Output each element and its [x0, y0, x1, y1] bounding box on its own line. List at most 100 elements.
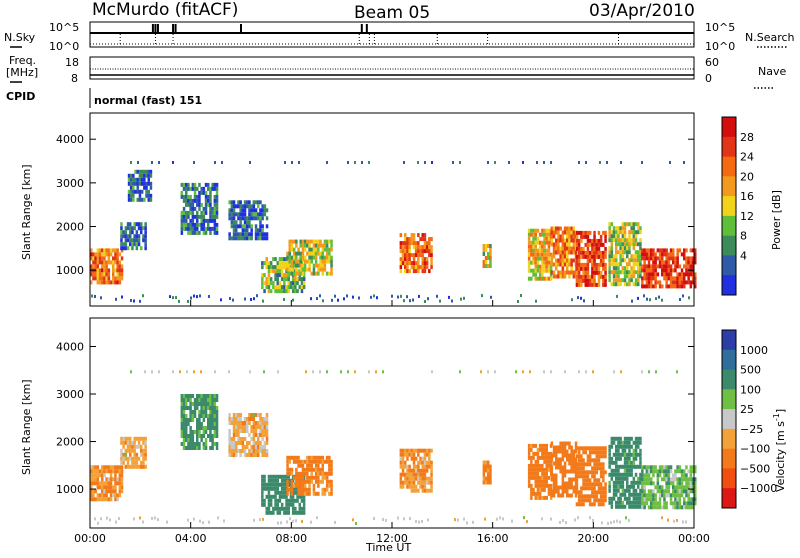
- echo-cell: [235, 449, 238, 453]
- echo-cell: [680, 481, 684, 486]
- echo-cell: [617, 238, 620, 243]
- echo-cell: [667, 268, 671, 273]
- scatter-cell: [571, 298, 573, 302]
- echo-cell: [555, 238, 558, 243]
- echo-cell: [135, 460, 139, 465]
- echo-cell: [209, 434, 212, 438]
- echo-cell: [207, 426, 210, 430]
- echo-cell: [228, 441, 231, 445]
- scatter-cell: [277, 521, 279, 525]
- echo-cell: [317, 239, 320, 244]
- echo-cell: [591, 450, 594, 455]
- echo-cell: [92, 497, 95, 502]
- echo-cell: [232, 449, 236, 453]
- echo-cell: [561, 449, 565, 454]
- echo-cell: [685, 505, 688, 510]
- echo-cell: [577, 470, 581, 475]
- echo-cell: [428, 241, 431, 246]
- echo-cell: [645, 276, 649, 281]
- echo-cell: [538, 491, 542, 496]
- colorbar-segment: [722, 409, 736, 430]
- echo-cell: [182, 182, 186, 187]
- echo-cell: [623, 456, 627, 461]
- echo-cell: [534, 479, 537, 484]
- echo-cell: [568, 258, 571, 263]
- echo-cell: [632, 246, 636, 251]
- echo-cell: [669, 264, 673, 269]
- echo-cell: [116, 280, 119, 285]
- echo-cell: [276, 273, 279, 278]
- echo-cell: [610, 500, 614, 505]
- echo-cell: [588, 282, 592, 287]
- echo-cell: [272, 269, 275, 274]
- echo-cell: [615, 444, 618, 449]
- echo-cell: [299, 483, 302, 488]
- echo-cell: [582, 278, 585, 283]
- echo-cell: [295, 255, 298, 260]
- echo-cell: [109, 481, 113, 486]
- echo-cell: [330, 243, 333, 248]
- echo-cell: [211, 446, 214, 450]
- echo-cell: [628, 504, 631, 509]
- echo-cell: [237, 413, 240, 417]
- echo-cell: [545, 459, 548, 464]
- scatter-cell: [337, 298, 339, 302]
- echo-cell: [114, 276, 117, 281]
- echo-cell: [237, 232, 240, 237]
- echo-cell: [650, 501, 653, 506]
- echo-cell: [575, 282, 579, 287]
- echo-cell: [597, 246, 601, 251]
- echo-cell: [637, 444, 640, 449]
- echo-cell: [680, 477, 684, 482]
- echo-cell: [608, 254, 611, 259]
- echo-cell: [532, 260, 535, 265]
- echo-cell: [254, 449, 258, 453]
- echo-cell: [665, 252, 668, 257]
- echo-cell: [246, 200, 249, 205]
- echo-cell: [536, 491, 540, 496]
- echo-cell: [559, 465, 562, 470]
- echo-cell: [406, 249, 409, 254]
- echo-cell: [591, 270, 594, 275]
- echo-cell: [619, 452, 622, 457]
- echo-cell: [425, 476, 429, 481]
- scatter-cell: [343, 297, 345, 301]
- echo-cell: [691, 485, 695, 490]
- echo-cell: [543, 256, 546, 261]
- echo-cell: [114, 268, 117, 273]
- echo-cell: [297, 459, 300, 464]
- echo-cell: [637, 242, 640, 247]
- sparse-cell: [144, 370, 146, 374]
- echo-cell: [412, 233, 416, 238]
- echo-cell: [674, 264, 677, 269]
- echo-cell: [103, 272, 106, 277]
- echo-cell: [120, 248, 124, 253]
- echo-cell: [92, 252, 95, 257]
- echo-cell: [626, 282, 629, 287]
- echo-cell: [120, 456, 123, 461]
- echo-cell: [317, 263, 320, 268]
- echo-cell: [632, 242, 636, 247]
- echo-cell: [604, 262, 607, 267]
- echo-cell: [185, 226, 188, 231]
- echo-cell: [404, 241, 407, 246]
- colorbar-segment: [722, 349, 736, 371]
- echo-cell: [550, 465, 554, 470]
- echo-cell: [142, 226, 145, 231]
- echo-cell: [536, 487, 540, 492]
- echo-cell: [207, 434, 210, 438]
- echo-cell: [211, 210, 214, 215]
- echo-cell: [641, 501, 644, 506]
- echo-cell: [116, 481, 119, 486]
- echo-cell: [410, 253, 414, 258]
- echo-cell: [641, 505, 644, 510]
- scatter-cell: [454, 518, 456, 522]
- echo-cell: [314, 475, 318, 480]
- echo-cell: [685, 485, 688, 490]
- echo-cell: [602, 470, 605, 475]
- echo-cell: [399, 269, 403, 274]
- echo-cell: [280, 478, 284, 483]
- echo-cell: [417, 464, 420, 469]
